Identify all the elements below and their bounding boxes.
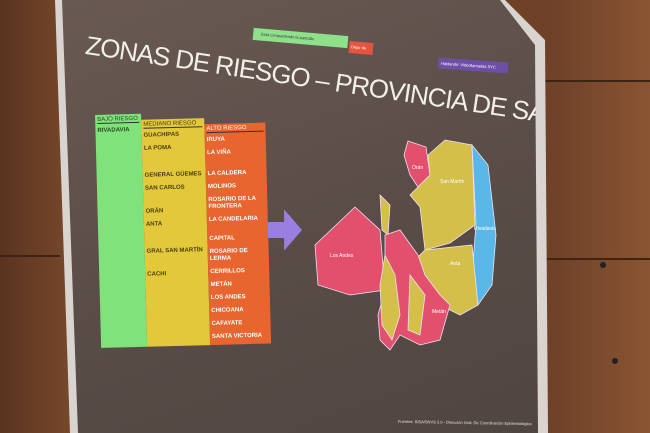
map-label: San Martín	[440, 179, 465, 185]
list-item: LA POMA	[143, 145, 172, 152]
list-item: CACHI	[147, 271, 167, 278]
medium-risk-column: MEDIANO RIESGO GUACHIPAS LA POMA GENERAL…	[141, 118, 211, 347]
map-label: Rivadavia	[474, 226, 496, 232]
list-item: GRAL SAN MARTÍN	[146, 247, 203, 255]
list-item: CERRILLOS	[210, 268, 245, 276]
wall-fixture	[612, 358, 618, 364]
wall-seam	[0, 255, 60, 257]
wall-seam	[545, 258, 650, 260]
map-label: Orán	[412, 165, 423, 171]
map-region-high	[314, 206, 386, 296]
stop-sharing-button: Dejar de	[348, 40, 374, 56]
list-item: MOLINOS	[207, 183, 237, 191]
list-item: GENERAL GÜEMES	[144, 171, 202, 179]
high-risk-header: ALTO RIESGO	[206, 124, 264, 134]
list-item: LA VIÑA	[207, 149, 231, 157]
wall-seam	[545, 80, 650, 82]
list-item: GUACHIPAS	[143, 131, 180, 139]
list-item: LOS ANDES	[210, 294, 246, 302]
medium-risk-header: MEDIANO RIESGO	[143, 120, 203, 129]
list-item: ORÁN	[145, 208, 164, 215]
map-region-low	[471, 143, 497, 306]
list-item: RIVADAVIA	[97, 127, 130, 134]
slide-footer-source: Fuentes: SISA/SNVS 2.0 - Dirección Gral.…	[397, 418, 532, 427]
list-item: ROSARIO DE LERMA	[209, 248, 248, 263]
list-item: SANTA VICTORIA	[211, 332, 263, 341]
risk-table: BAJO RIESGO RIVADAVIA MEDIANO RIESGO GUA…	[95, 109, 272, 348]
list-item: LA CALDERA	[207, 170, 247, 178]
map-region-medium	[379, 193, 391, 236]
list-item: IRUYA	[206, 136, 225, 144]
map-label: Metán	[432, 309, 446, 315]
list-item: METÁN	[210, 281, 232, 289]
wall-fixture	[600, 262, 606, 268]
list-item: ANTA	[145, 221, 163, 228]
map-region-medium	[409, 139, 476, 251]
salta-risk-map: Los Andes San Martín Rivadavia Orán Anta…	[314, 139, 497, 351]
list-item: CAFAYATE	[211, 320, 243, 328]
low-risk-header: BAJO RIESGO	[97, 115, 140, 124]
list-item: SAN CARLOS	[144, 184, 185, 192]
screen-share-bar: Está compartiendo la pantalla	[252, 27, 349, 49]
map-region-medium	[379, 253, 401, 341]
list-item: CAPITAL	[209, 235, 235, 243]
list-item: LA CANDELARIA	[208, 215, 259, 224]
map-label: Anta	[450, 261, 461, 267]
low-risk-column: BAJO RIESGO RIVADAVIA	[95, 113, 148, 348]
list-item: ROSARIO DE LA FRONTERA	[208, 195, 256, 211]
list-item: CHICOANA	[211, 307, 244, 315]
map-region-medium	[407, 273, 426, 336]
high-risk-column: ALTO RIESGO IRUYA LA VIÑA LA CALDERA MOL…	[204, 122, 272, 346]
map-label: Los Andes	[330, 253, 354, 259]
speaker-badge: Hablando: Videollamadas SYC	[437, 57, 509, 74]
arrow-right-icon	[268, 209, 302, 251]
